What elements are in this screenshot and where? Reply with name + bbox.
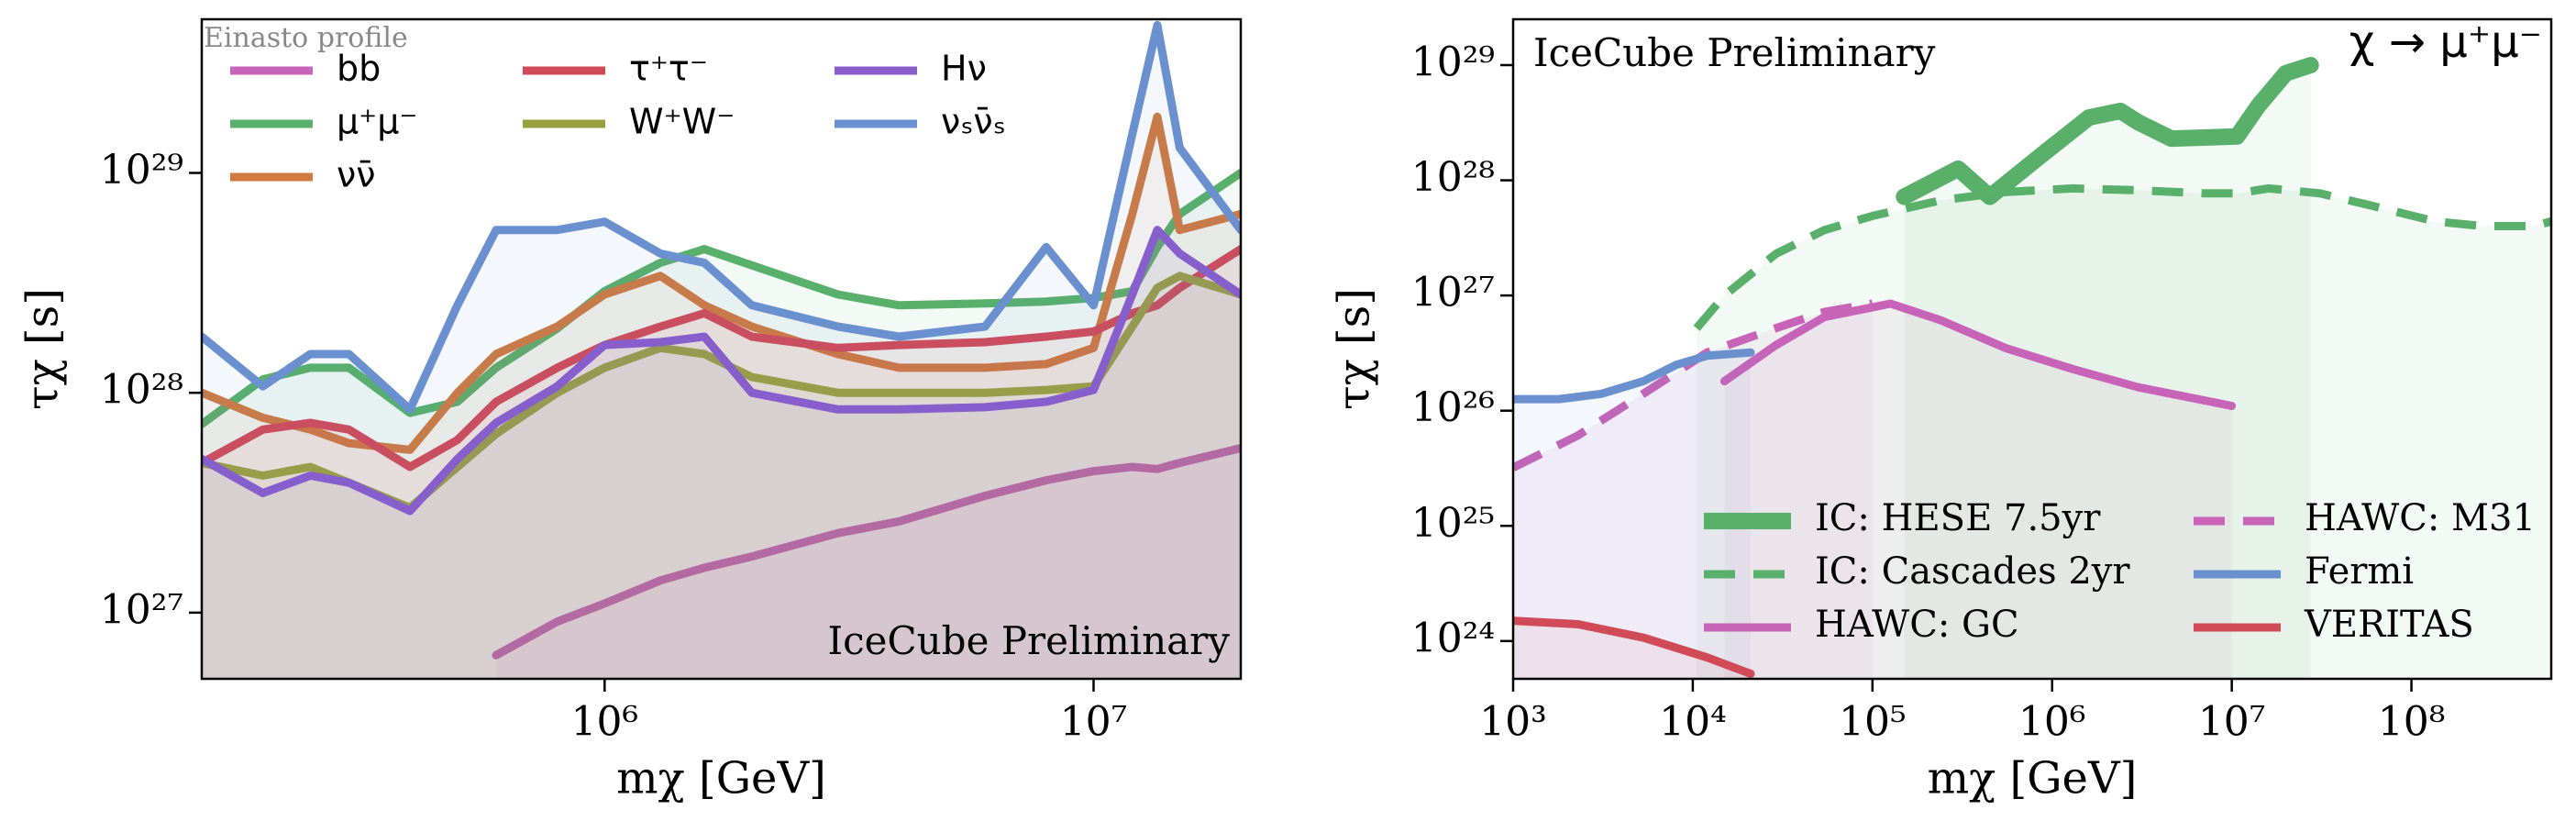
axes-frame bbox=[1511, 17, 2553, 681]
area-fill bbox=[202, 116, 1241, 679]
y-tick-label: 10²⁷ bbox=[100, 586, 183, 633]
axes-frame bbox=[200, 17, 1243, 681]
x-tick-label: 10⁵ bbox=[1839, 699, 1907, 746]
area-fill bbox=[202, 249, 1241, 679]
series-line bbox=[1513, 348, 1755, 404]
watermark: IceCube Preliminary bbox=[1533, 30, 1936, 75]
plot-area bbox=[1513, 57, 2551, 679]
y-axis-label: τχ [s] bbox=[1329, 288, 1380, 410]
area-fill bbox=[1724, 304, 2232, 679]
area-fill bbox=[496, 448, 1241, 679]
x-axis-label: mχ [GeV] bbox=[616, 753, 826, 804]
series-line bbox=[202, 20, 1241, 414]
x-tick-label: 10⁶ bbox=[2018, 699, 2086, 746]
area-fill bbox=[1513, 304, 1873, 679]
area-fill bbox=[1513, 620, 1751, 679]
y-tick-label: 10²⁹ bbox=[1411, 39, 1495, 85]
x-tick-label: 10⁸ bbox=[2378, 699, 2446, 746]
x-tick-label: 10⁴ bbox=[1659, 699, 1727, 746]
series-line bbox=[1693, 183, 2551, 331]
y-tick-label: 10²⁵ bbox=[1411, 500, 1495, 547]
watermark: IceCube Preliminary bbox=[828, 618, 1231, 663]
series-line bbox=[202, 169, 1241, 428]
area-fill bbox=[1904, 65, 2311, 679]
y-tick-label: 10²⁷ bbox=[1411, 270, 1495, 316]
x-tick-label: 10⁷ bbox=[1060, 699, 1128, 746]
area-fill bbox=[1513, 352, 1751, 679]
legend-label: HAWC: M31 bbox=[2305, 497, 2536, 539]
y-axis-label: τχ [s] bbox=[17, 288, 69, 410]
area-fill bbox=[202, 275, 1241, 679]
legend-label: Hν bbox=[941, 49, 987, 89]
legend-label: VERITAS bbox=[2304, 604, 2474, 646]
x-axis-label: mχ [GeV] bbox=[1928, 753, 2138, 804]
y-tick-label: 10²⁴ bbox=[1411, 615, 1495, 661]
area-fill bbox=[202, 172, 1241, 679]
y-tick-label: 10²⁸ bbox=[1411, 154, 1495, 201]
x-tick-label: 10⁷ bbox=[2198, 699, 2266, 746]
legend-label: τ⁺τ⁻ bbox=[629, 49, 708, 89]
series-line bbox=[492, 444, 1241, 660]
legend-label: μ⁺μ⁻ bbox=[337, 102, 417, 142]
legend-label: W⁺W⁻ bbox=[629, 102, 735, 142]
area-fill bbox=[202, 229, 1241, 679]
legend-label: Fermi bbox=[2305, 550, 2414, 593]
x-tick-label: 10⁶ bbox=[570, 699, 638, 746]
plot-area bbox=[202, 20, 1241, 679]
y-tick-label: 10²⁹ bbox=[100, 147, 183, 194]
series-line bbox=[1513, 616, 1755, 678]
series-line bbox=[202, 226, 1241, 516]
legend-label: IC: Cascades 2yr bbox=[1815, 550, 2130, 593]
profile-label: Einasto profile bbox=[204, 22, 408, 54]
legend-label: νν̄ bbox=[337, 155, 375, 195]
legend-label: HAWC: GC bbox=[1815, 604, 2019, 646]
legend-label: νₛν̄ₛ bbox=[941, 102, 1006, 142]
chart-title: χ → μ⁺μ⁻ bbox=[2349, 17, 2542, 68]
area-fill bbox=[202, 25, 1241, 679]
legend-label: bb bbox=[337, 49, 381, 89]
y-tick-label: 10²⁶ bbox=[1411, 384, 1495, 431]
legend-label: IC: HESE 7.5yr bbox=[1815, 497, 2101, 539]
x-tick-label: 10³ bbox=[1479, 699, 1547, 746]
y-tick-label: 10²⁸ bbox=[100, 367, 183, 414]
series-line bbox=[1719, 299, 2237, 410]
